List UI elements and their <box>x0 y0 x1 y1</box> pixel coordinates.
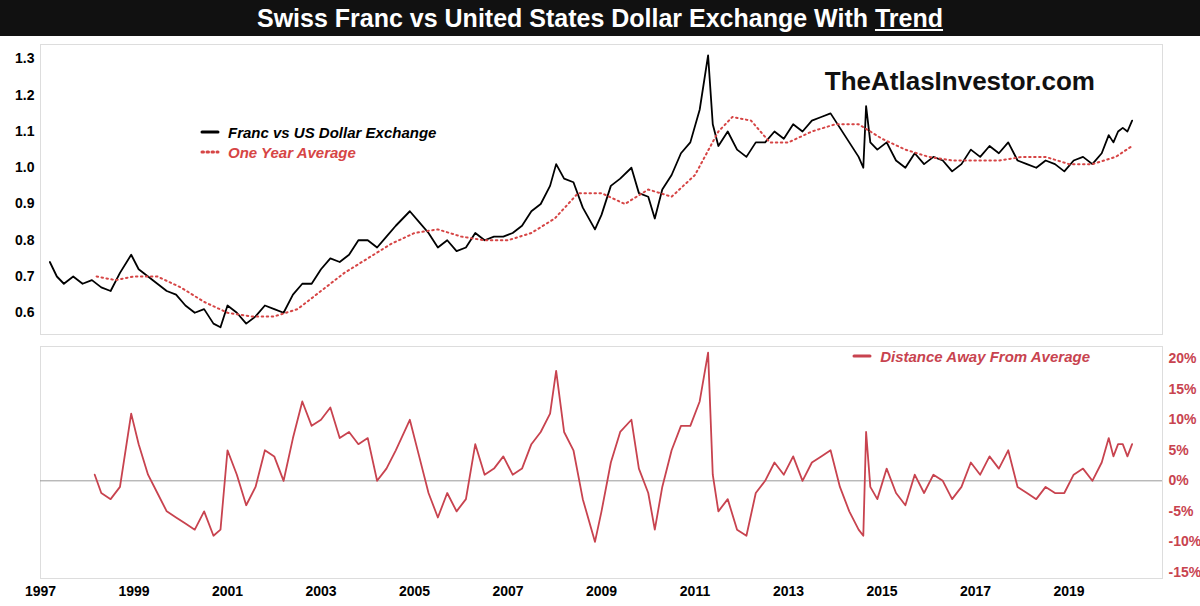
html-text:Franc vs US Dollar Exchange: Franc vs US Dollar Exchange <box>228 123 437 141</box>
html-text:TheAtlasInvestor.com: TheAtlasInvestor.com <box>824 66 1095 96</box>
svg-text:1.0: 1.0 <box>15 159 35 175</box>
svg-text:0.8: 0.8 <box>15 232 35 248</box>
svg-text:2019: 2019 <box>1053 583 1084 599</box>
svg-text:2005: 2005 <box>399 583 430 599</box>
html-text:Distance Away From Average: Distance Away From Average <box>880 347 1090 365</box>
svg-text:1999: 1999 <box>118 583 149 599</box>
svg-text:1.1: 1.1 <box>15 123 35 139</box>
svg-text:10%: 10% <box>1169 411 1198 427</box>
svg-text:1997: 1997 <box>25 583 56 599</box>
svg-text:-15%: -15% <box>1169 564 1200 580</box>
svg-text:2003: 2003 <box>305 583 336 599</box>
svg-text:2001: 2001 <box>212 583 243 599</box>
svg-text:0.7: 0.7 <box>15 268 35 284</box>
svg-text:-5%: -5% <box>1169 503 1194 519</box>
svg-text:1.2: 1.2 <box>15 87 35 103</box>
svg-text:0.9: 0.9 <box>15 195 35 211</box>
svg-text:15%: 15% <box>1169 381 1198 397</box>
svg-text:5%: 5% <box>1169 442 1190 458</box>
svg-text:1.3: 1.3 <box>15 50 35 66</box>
svg-text:2011: 2011 <box>680 583 711 599</box>
svg-text:2007: 2007 <box>492 583 523 599</box>
svg-text:-10%: -10% <box>1169 533 1200 549</box>
svg-text:2009: 2009 <box>586 583 617 599</box>
html-text:One Year Average: One Year Average <box>228 143 356 161</box>
svg-text:2017: 2017 <box>960 583 991 599</box>
html-text:Swiss Franc vs United States D: Swiss Franc vs United States Dollar Exch… <box>257 4 943 32</box>
svg-text:20%: 20% <box>1169 350 1198 366</box>
svg-text:0.6: 0.6 <box>15 304 35 320</box>
svg-text:2013: 2013 <box>773 583 804 599</box>
svg-text:0%: 0% <box>1169 472 1190 488</box>
svg-text:2015: 2015 <box>866 583 897 599</box>
